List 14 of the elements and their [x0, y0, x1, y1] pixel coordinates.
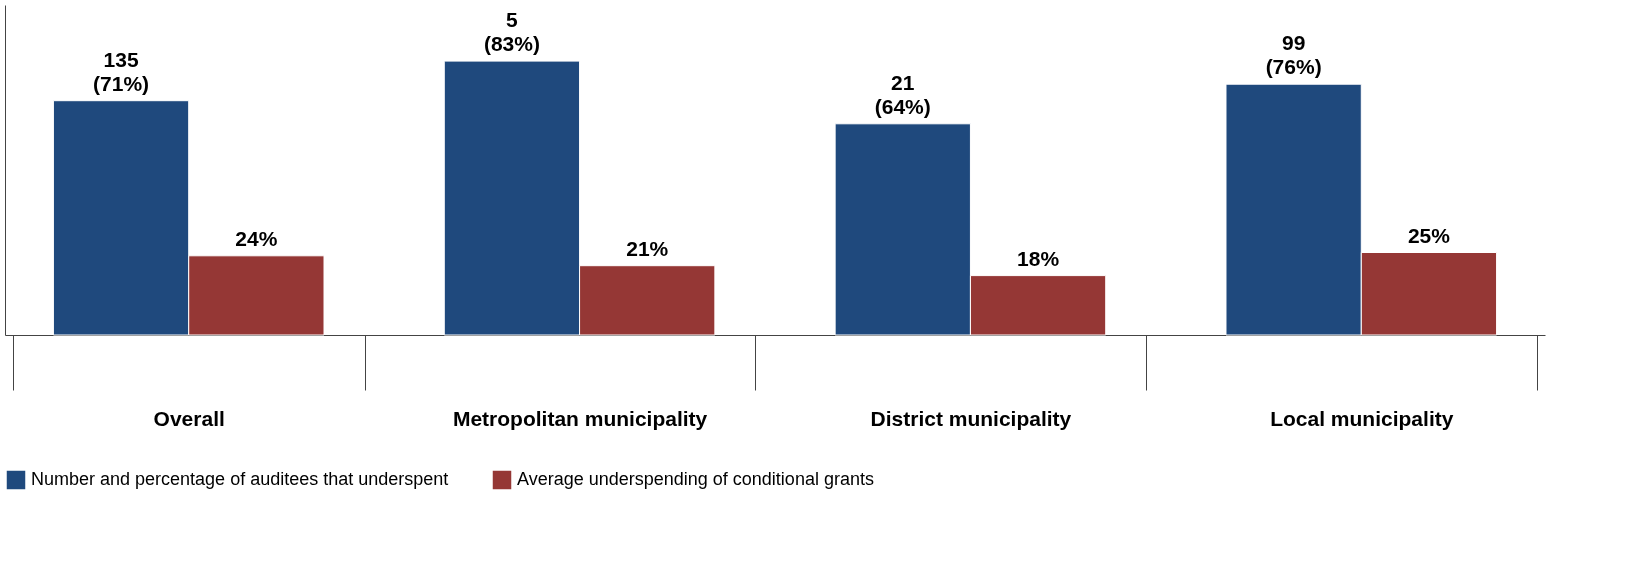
data-label: 24%	[235, 226, 278, 250]
data-label: 18%	[1017, 246, 1060, 270]
legend-label: Average underspending of conditional grants	[517, 469, 874, 489]
x-tick-label: Overall	[153, 406, 225, 430]
data-label: 99 (76%)	[1265, 31, 1322, 79]
data-label: 21%	[626, 236, 669, 260]
x-tick-label: District municipality	[870, 406, 1072, 430]
x-tick-label: Metropolitan municipality	[452, 406, 708, 430]
data-label: 25%	[1407, 223, 1451, 247]
legend-label: Number and percentage of auditees that underspent	[31, 469, 449, 489]
data-label: 21 (64%)	[874, 70, 931, 118]
x-tick-label: Local municipality	[1270, 406, 1454, 430]
data-label: 135 (71%)	[93, 47, 150, 95]
data-label: 5 (83%)	[483, 8, 540, 56]
